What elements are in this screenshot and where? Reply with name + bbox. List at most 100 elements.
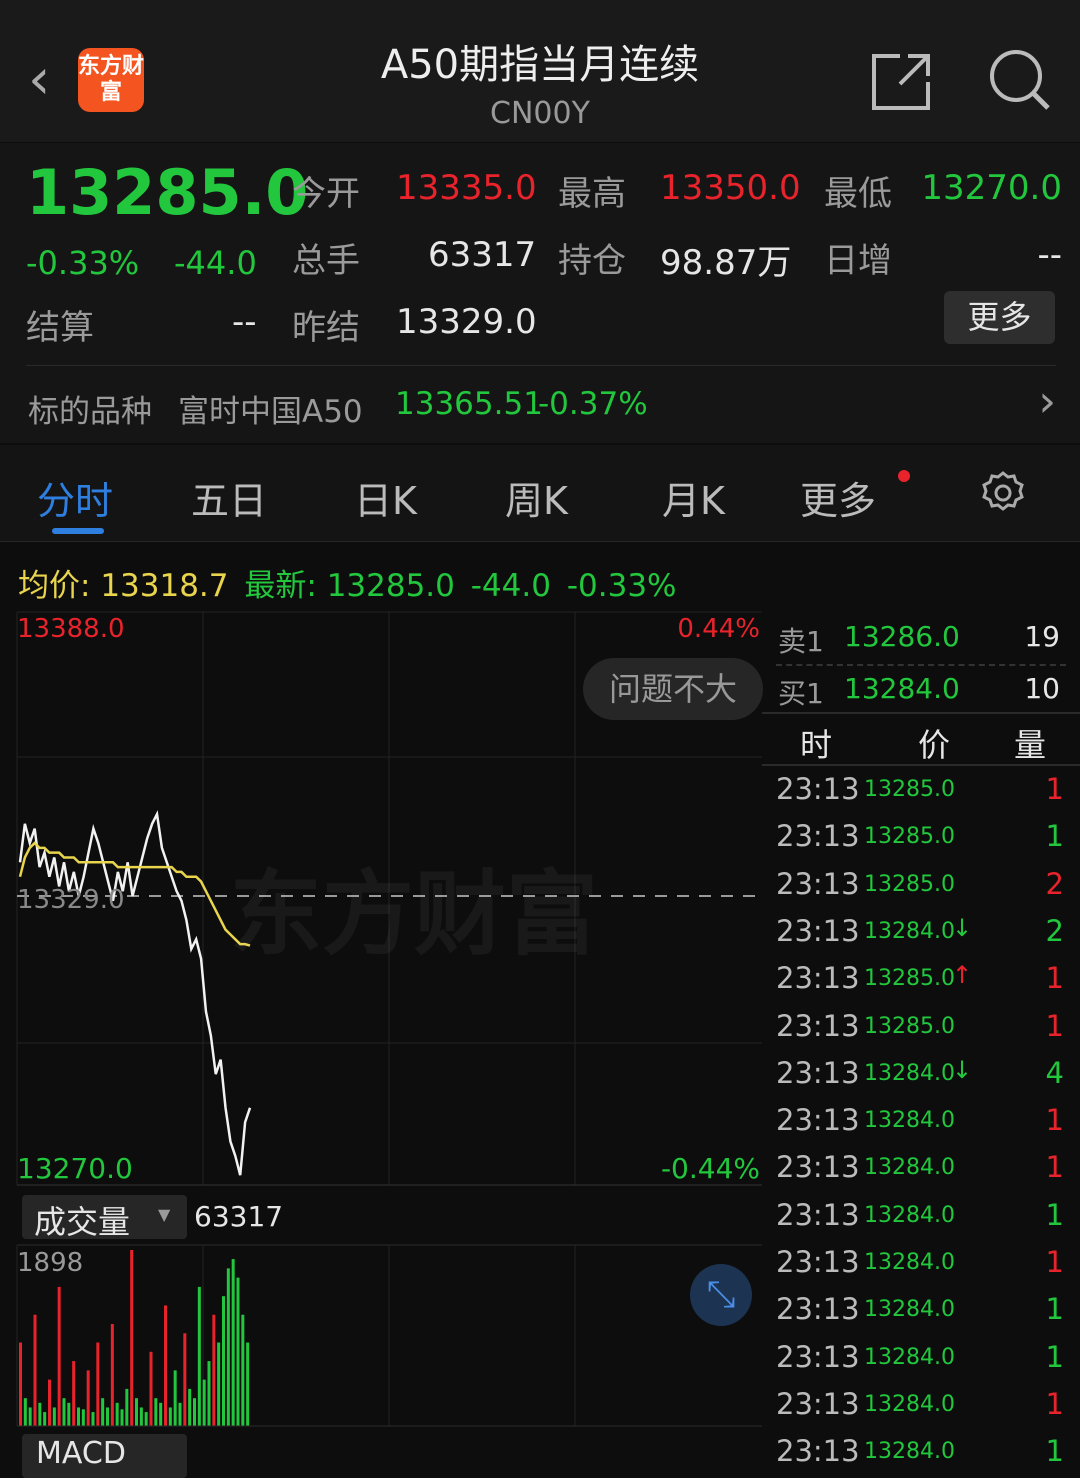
tick-price: 13285.0 [864, 871, 955, 897]
tick-price: 13284.0 [864, 1202, 955, 1228]
volume-bar [222, 1296, 225, 1426]
volume-indicator-select[interactable]: 成交量 ▼ [22, 1195, 187, 1241]
tick-price: 13284.0 [864, 918, 955, 944]
tab-weekly-k[interactable]: 周K [505, 479, 568, 523]
y-bottom-price: 13270.0 [17, 1152, 133, 1185]
volume-bar [81, 1409, 85, 1426]
last-price: 13285.0 [26, 156, 309, 229]
latest-label: 最新: [244, 568, 317, 604]
volume-bar [241, 1314, 245, 1426]
average-line [18, 841, 251, 947]
tab-daily-k[interactable]: 日K [354, 479, 417, 523]
ticks-header-volume: 量 [1014, 726, 1047, 764]
divider [776, 664, 1066, 666]
y-top-price: 13388.0 [17, 614, 125, 644]
tick-price: 13284.0 [864, 1297, 955, 1323]
tick-time: 23:13 [776, 1292, 860, 1327]
volume-bar [96, 1342, 100, 1426]
volume-bar [197, 1286, 201, 1426]
latest-value: 13285.0 [326, 568, 455, 604]
search-icon[interactable] [988, 48, 1052, 112]
volume-bar [202, 1379, 206, 1426]
tick-row: 23:13 13284.0 1 [776, 1428, 1070, 1475]
tick-row: 23:13 13285.0 1 [776, 766, 1070, 813]
tick-time: 23:13 [776, 1197, 860, 1232]
expand-chart-button[interactable]: ⤡ [690, 1264, 752, 1326]
tab-monthly-k[interactable]: 月K [662, 479, 725, 523]
price-line [18, 810, 252, 1176]
active-tab-indicator [52, 528, 104, 534]
tick-row: 23:13 13285.0 1 [776, 1003, 1070, 1050]
tick-time: 23:13 [776, 1055, 860, 1090]
tick-price: 13285.0 [864, 824, 955, 850]
tick-arrow-icon: ↑ [952, 961, 973, 990]
underlying-pct: -0.37% [538, 386, 648, 422]
volume-bar [212, 1314, 216, 1426]
volume-bar [183, 1333, 187, 1426]
tick-price: 13285.0 [864, 777, 955, 802]
tick-row: 23:13 13284.0 ↓ 2 [776, 908, 1070, 955]
y-top-pct: 0.44% [677, 614, 760, 644]
avg-value: 13318.7 [100, 568, 229, 604]
tick-price: 13284.0 [864, 1060, 955, 1086]
intraday-chart[interactable] [0, 600, 762, 1448]
prev-settle-label: 昨结 [292, 308, 360, 348]
tick-volume: 4 [1045, 1055, 1064, 1090]
tick-price: 13284.0 [864, 1108, 955, 1134]
gear-icon[interactable] [980, 470, 1026, 516]
underlying-row[interactable]: 标的品种 富时中国A50 13365.51 -0.37% › [0, 366, 1080, 442]
prev-settle-value: 13329.0 [396, 302, 537, 342]
tick-volume: 1 [1045, 772, 1064, 806]
tick-time: 23:13 [776, 1103, 860, 1138]
ask-volume: 19 [1024, 620, 1060, 653]
volume-bar [91, 1412, 95, 1426]
tab-five-day[interactable]: 五日 [191, 479, 268, 523]
macd-indicator-select[interactable]: MACD [22, 1434, 187, 1478]
underlying-name: 富时中国A50 [178, 394, 363, 430]
macd-label: MACD [36, 1436, 126, 1471]
back-chevron-icon[interactable]: ‹ [28, 47, 51, 112]
tick-row: 23:13 13285.0 2 [776, 861, 1070, 908]
latest-pct: -0.33% [566, 568, 677, 604]
ticks-header-time: 时 [800, 726, 833, 764]
volume-bar [72, 1361, 76, 1426]
avg-label: 均价: [18, 568, 91, 604]
tick-time: 23:13 [776, 1150, 860, 1185]
volume-bar [178, 1402, 182, 1426]
sentiment-badge[interactable]: 问题不大 [583, 658, 763, 720]
volume-bar [28, 1407, 32, 1426]
tab-more[interactable]: 更多 [800, 479, 877, 523]
volume-bar [130, 1250, 134, 1426]
volume-bar [168, 1407, 172, 1426]
settlement-value: -- [232, 302, 257, 342]
volume-bar [101, 1398, 105, 1426]
volume-bar [110, 1323, 114, 1426]
info-bar: 均价: 13318.7 最新: 13285.0 -44.0 -0.33% [18, 560, 677, 605]
tick-price: 13285.0 [864, 966, 955, 992]
volume-max-label: 1898 [17, 1248, 84, 1278]
tab-intraday[interactable]: 分时 [37, 479, 114, 523]
share-icon[interactable] [870, 50, 934, 110]
watermark: 东方财富 [230, 861, 599, 968]
volume-bar [19, 1342, 22, 1426]
prev-close-label: 13329.0 [17, 885, 125, 915]
volume-indicator-label: 成交量 [34, 1203, 131, 1241]
tick-price: 13284.0 [864, 1250, 955, 1275]
tick-volume: 2 [1045, 913, 1064, 948]
tick-volume: 1 [1045, 1386, 1064, 1421]
tick-time: 23:13 [776, 1008, 860, 1043]
tick-volume: 1 [1045, 1008, 1064, 1043]
tick-price: 13285.0 [864, 1013, 955, 1039]
volume-total: 63317 [194, 1200, 284, 1233]
tick-volume: 1 [1045, 1434, 1064, 1469]
open-interest-value: 98.87万 [660, 243, 792, 283]
tick-row: 23:13 13284.0 1 [776, 1381, 1070, 1428]
more-button[interactable]: 更多 [944, 291, 1055, 344]
volume-bar [226, 1268, 230, 1426]
tick-arrow-icon: ↓ [952, 1055, 973, 1084]
bid-price: 13284.0 [844, 672, 960, 705]
y-bottom-pct: -0.44% [660, 1152, 760, 1185]
volume-label: 总手 [292, 241, 360, 281]
chevron-right-icon: › [1038, 376, 1056, 427]
tick-volume: 1 [1045, 1197, 1064, 1232]
